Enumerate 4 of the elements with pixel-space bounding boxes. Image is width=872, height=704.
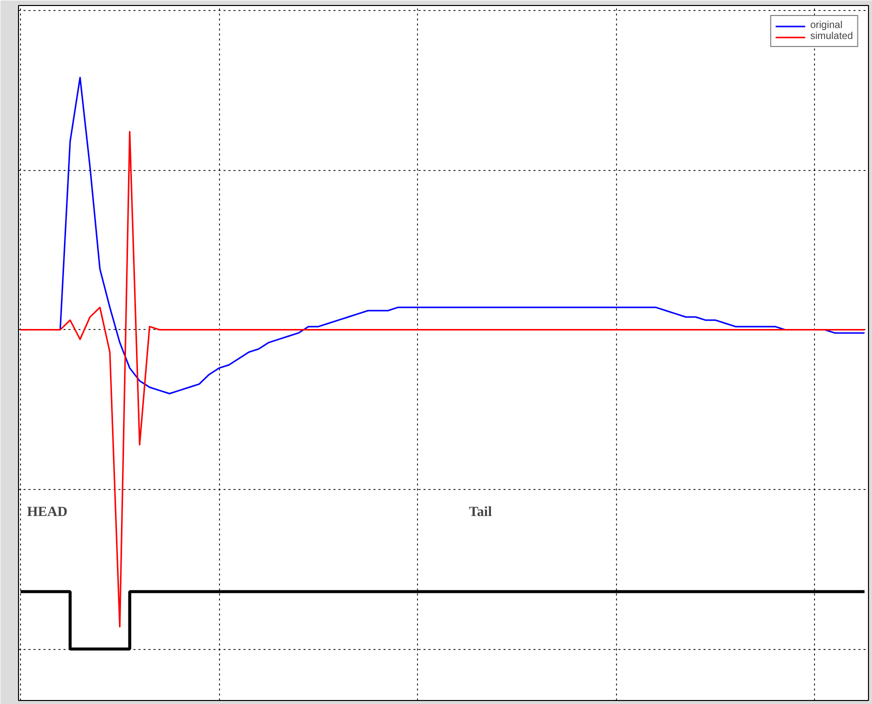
annotation: Tail [469, 504, 492, 520]
legend-label: simulated [810, 31, 853, 42]
legend-label: original [810, 20, 842, 31]
annotation: HEAD [27, 504, 68, 520]
